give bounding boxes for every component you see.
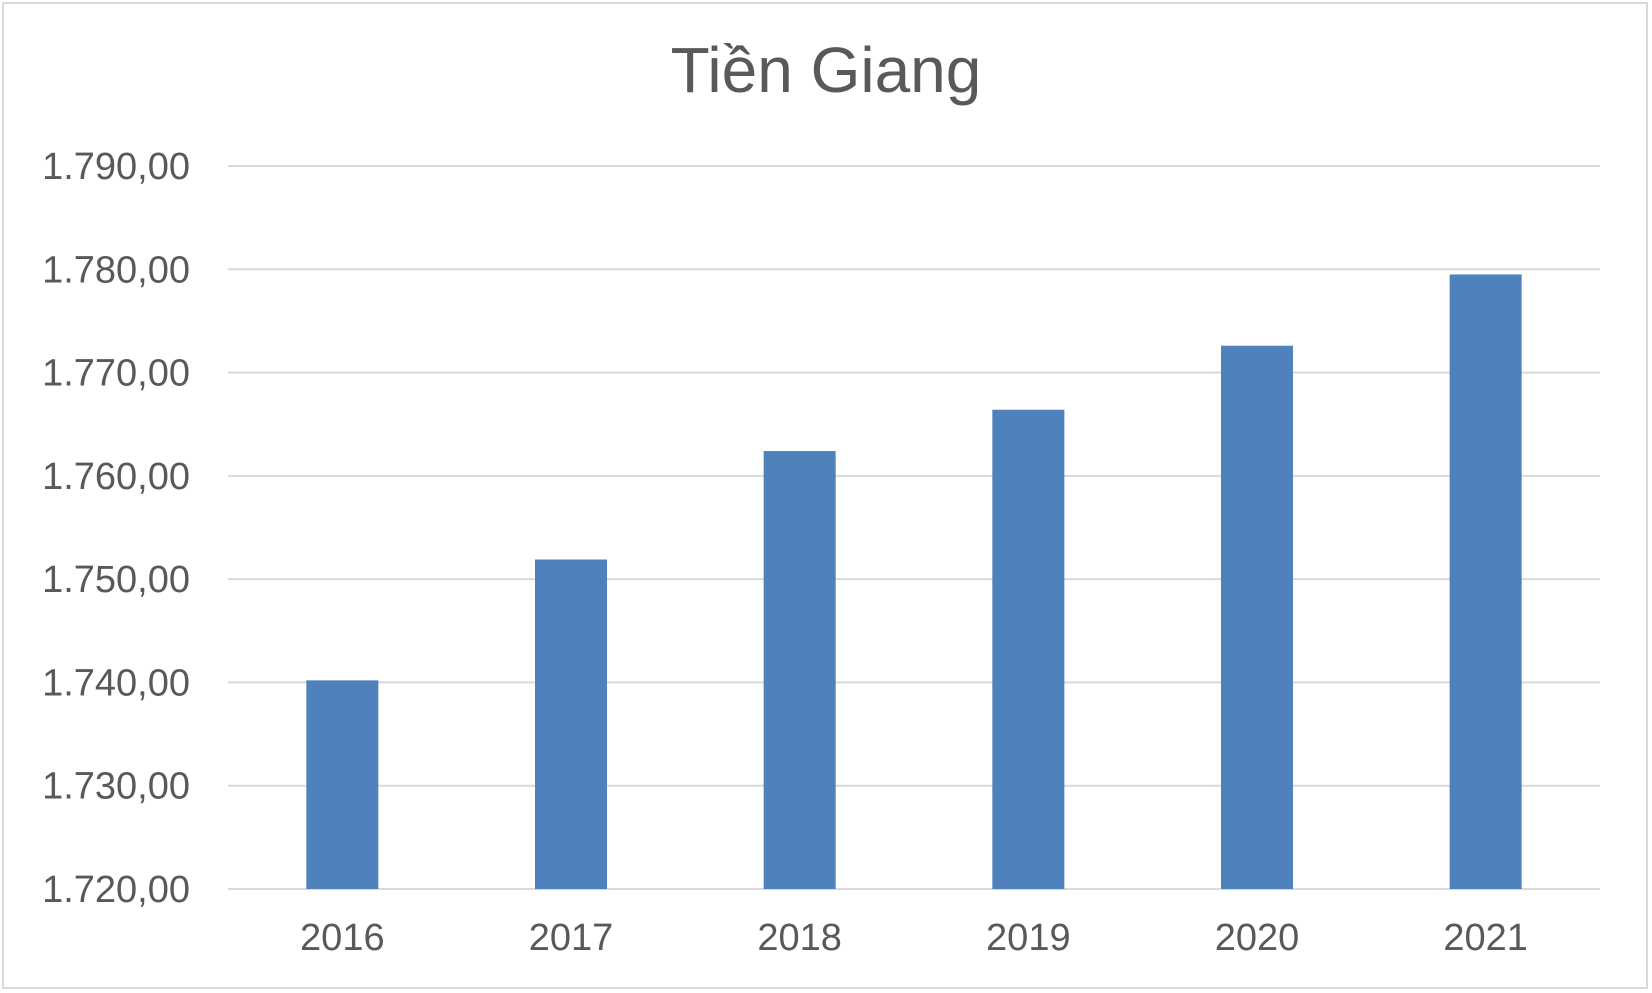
y-tick-label: 1.750,00	[42, 559, 190, 601]
y-tick-label: 1.780,00	[42, 249, 190, 291]
y-tick-label: 1.720,00	[42, 869, 190, 911]
bar-2017	[535, 559, 607, 889]
x-tick-label: 2019	[986, 917, 1071, 959]
bar-2016	[306, 680, 379, 889]
chart-title: Tiền Giang	[670, 34, 982, 106]
x-tick-label: 2020	[1215, 917, 1300, 959]
y-tick-label: 1.760,00	[42, 456, 190, 498]
bar-2020	[1221, 345, 1293, 889]
y-tick-label: 1.740,00	[42, 662, 190, 704]
x-tick-label: 2017	[529, 917, 614, 959]
bar-2018	[763, 451, 836, 889]
x-tick-label: 2021	[1443, 917, 1528, 959]
y-tick-label: 1.790,00	[42, 146, 190, 188]
x-tick-label: 2016	[300, 917, 385, 959]
bar-2019	[992, 409, 1065, 889]
y-tick-label: 1.770,00	[42, 353, 190, 395]
bar-2021	[1449, 274, 1522, 889]
x-tick-label: 2018	[757, 917, 842, 959]
y-tick-label: 1.730,00	[42, 766, 190, 808]
